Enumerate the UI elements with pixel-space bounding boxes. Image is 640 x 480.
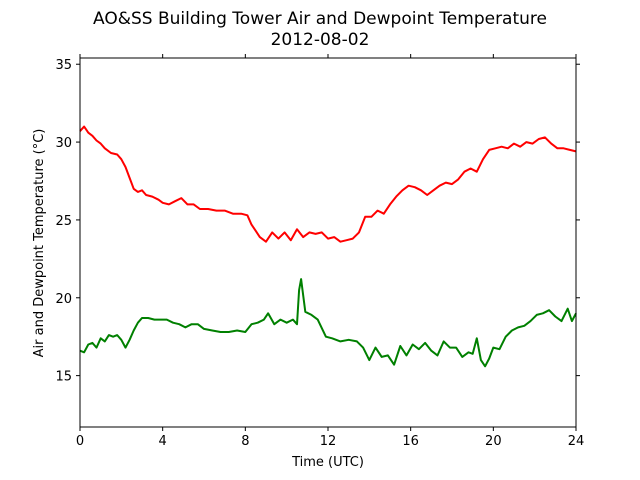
- x-tick-label: 12: [320, 434, 337, 449]
- y-axis-label: Air and Dewpoint Temperature (°C): [32, 129, 47, 358]
- plot-frame: [79, 57, 577, 428]
- y-axis-ticks: 15 20 25 30 35: [55, 58, 580, 385]
- x-tick-label: 20: [485, 434, 502, 449]
- x-tick-label: 0: [76, 434, 84, 449]
- x-tick-label: 24: [568, 434, 585, 449]
- x-axis-label: Time (UTC): [291, 455, 364, 470]
- y-tick-label: 30: [55, 136, 72, 151]
- series-line-1: [79, 125, 577, 243]
- plot-lines: [79, 125, 577, 368]
- y-tick-label: 25: [55, 214, 72, 229]
- y-tick-label: 20: [55, 292, 72, 307]
- series-line-2: [79, 278, 577, 368]
- x-tick-label: 4: [159, 434, 167, 449]
- x-tick-label: 16: [402, 434, 419, 449]
- y-tick-label: 35: [55, 58, 72, 73]
- chart-subtitle: 2012-08-02: [271, 30, 370, 50]
- x-tick-label: 8: [241, 434, 249, 449]
- chart-title: AO&SS Building Tower Air and Dewpoint Te…: [93, 9, 547, 29]
- y-tick-label: 15: [55, 370, 72, 385]
- x-axis-ticks: 0 4 8 12 16 20 24: [76, 54, 584, 449]
